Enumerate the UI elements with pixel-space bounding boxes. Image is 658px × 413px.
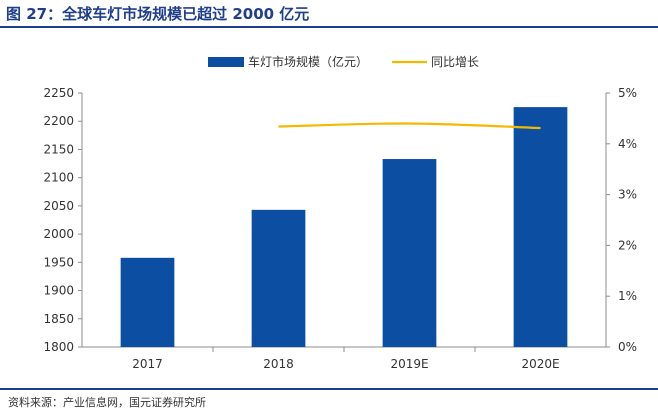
bars (120, 107, 568, 347)
legend-bar-label: 车灯市场规模（亿元） (248, 54, 368, 69)
right-tick-label: 3% (618, 188, 637, 202)
left-tick-label: 1850 (43, 312, 74, 326)
bar-2017 (120, 257, 175, 347)
left-tick-label: 2250 (43, 86, 74, 100)
left-tick-label: 2200 (43, 114, 74, 128)
source-rule (0, 388, 658, 390)
left-tick-label: 1800 (43, 340, 74, 354)
bar-2018 (251, 209, 306, 347)
left-tick-label: 1900 (43, 284, 74, 298)
figure-title: 图 27：全球车灯市场规模已超过 2000 亿元 (6, 5, 310, 23)
title-rule (0, 26, 658, 28)
right-tick-label: 1% (618, 289, 637, 303)
left-tick-label: 1950 (43, 255, 74, 269)
right-tick-label: 4% (618, 137, 637, 151)
right-tick-label: 2% (618, 238, 637, 252)
x-tick-label: 2020E (521, 357, 559, 371)
legend-line-label: 同比增长 (431, 55, 479, 69)
left-tick-label: 2100 (43, 171, 74, 185)
left-tick-label: 2000 (43, 227, 74, 241)
legend-bar-swatch (208, 57, 244, 67)
x-tick-label: 2017 (132, 357, 163, 371)
bar-2020E (513, 107, 568, 347)
x-tick-label: 2019E (390, 357, 428, 371)
right-tick-label: 0% (618, 340, 637, 354)
right-tick-label: 5% (618, 86, 637, 100)
growth-line (278, 122, 541, 130)
left-tick-label: 2050 (43, 199, 74, 213)
bar-2019E (382, 159, 437, 347)
left-tick-label: 2150 (43, 142, 74, 156)
growth-line-group (278, 122, 541, 130)
legend: 车灯市场规模（亿元） 同比增长 (208, 54, 479, 69)
x-tick-label: 2018 (263, 357, 294, 371)
source-note: 资料来源：产业信息网，国元证券研究所 (8, 396, 206, 409)
